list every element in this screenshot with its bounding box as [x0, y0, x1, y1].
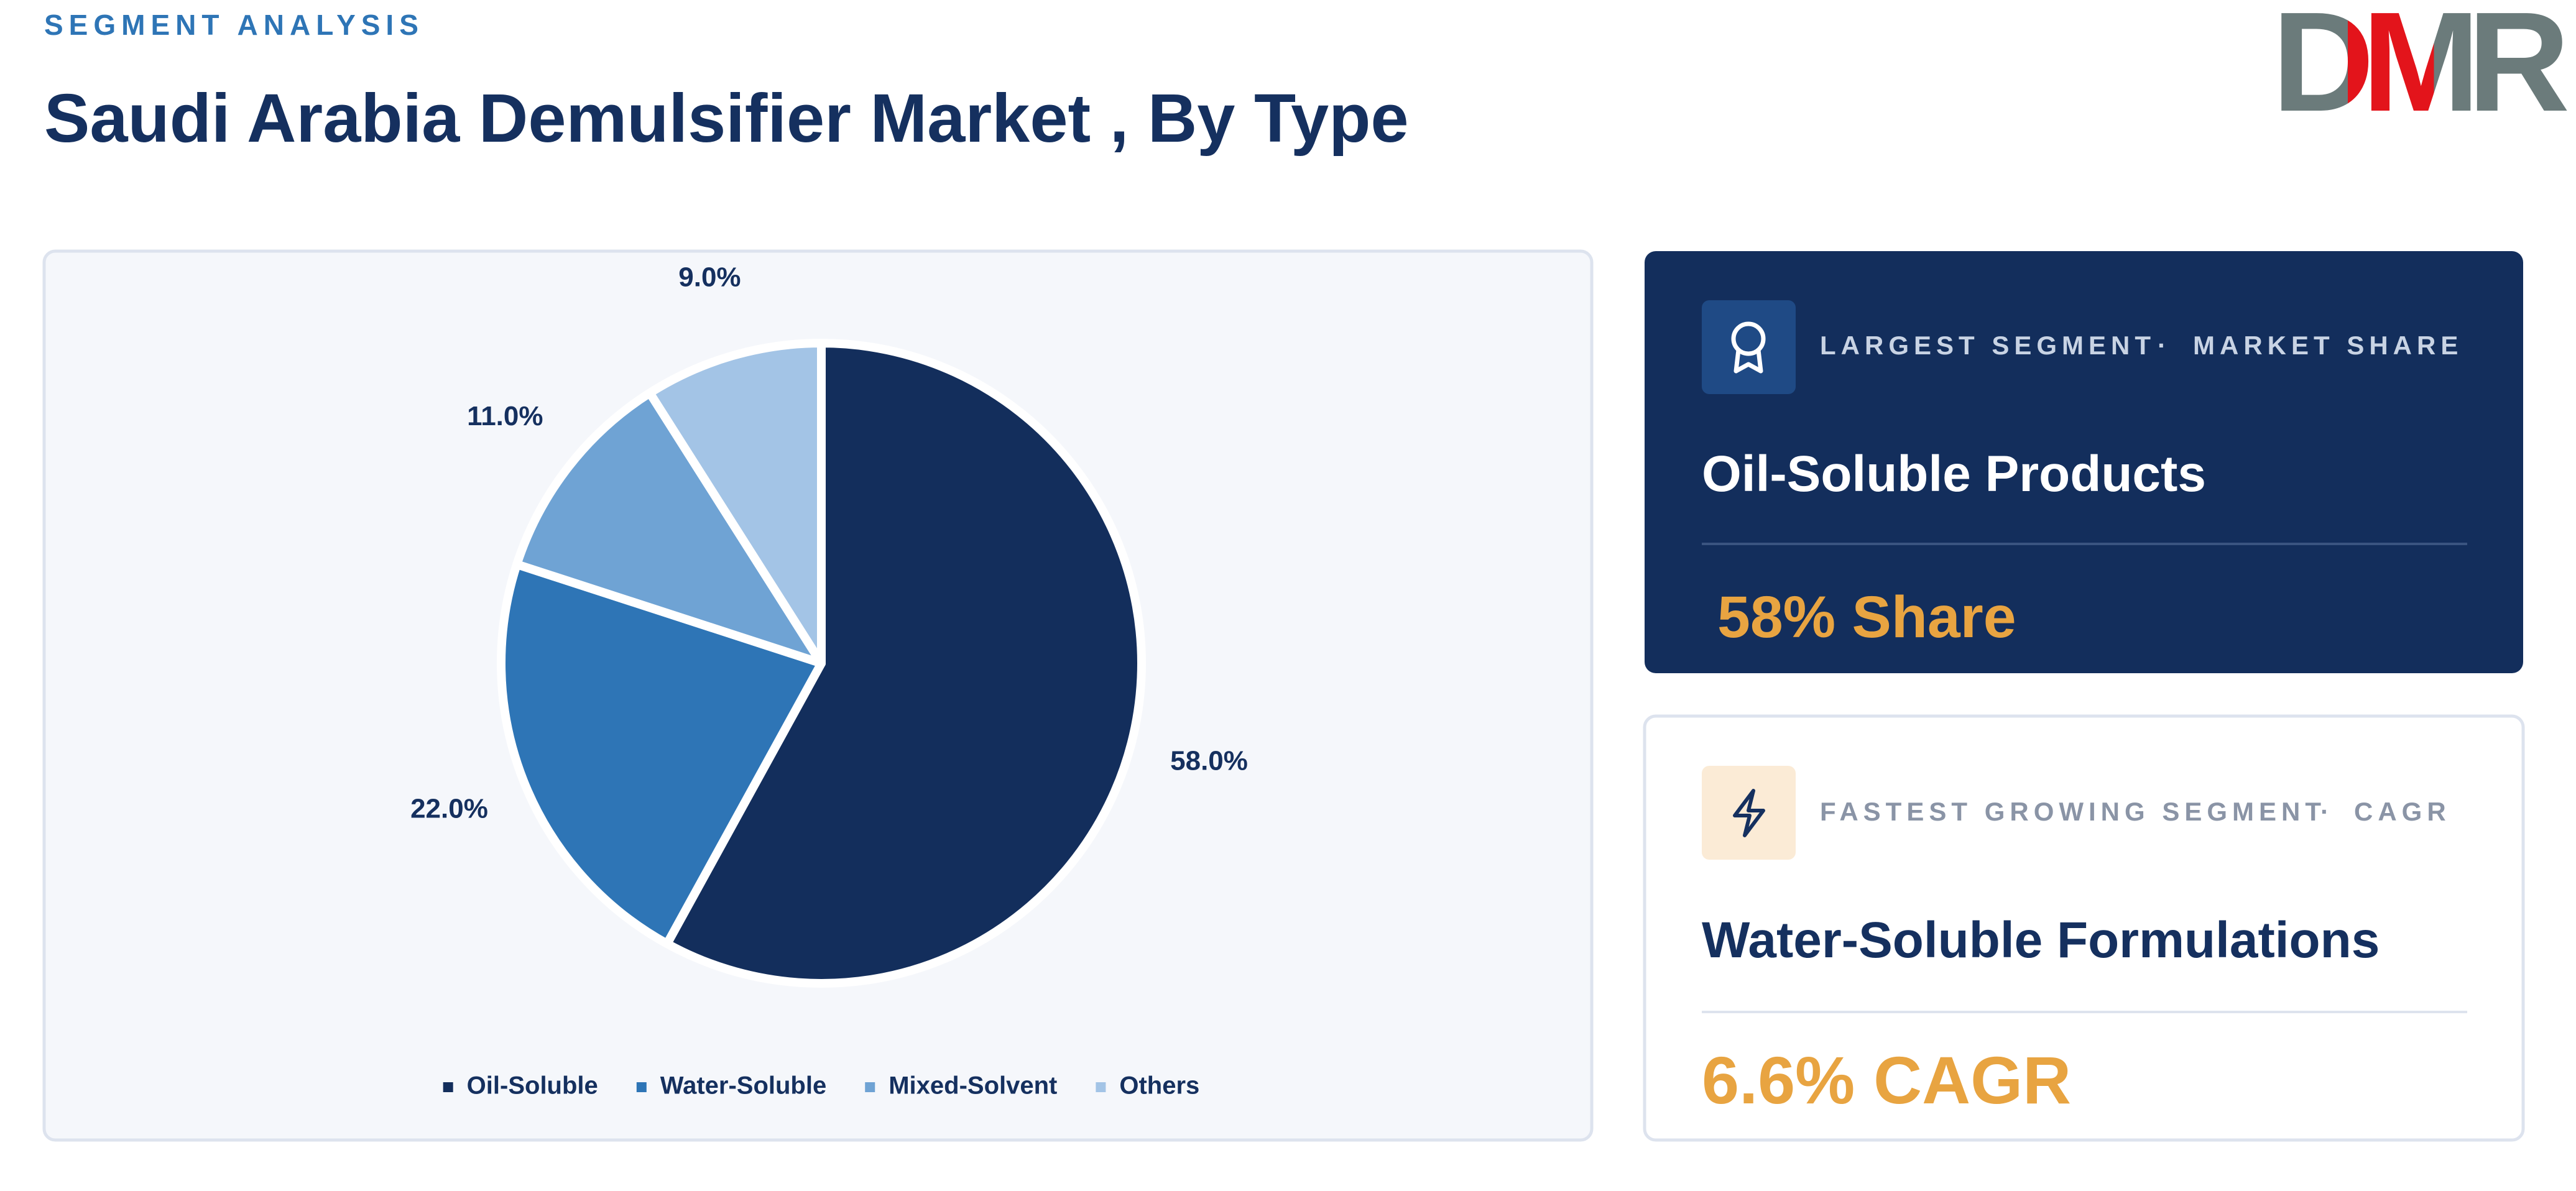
pie-slice: [512, 389, 826, 668]
card-metric: CAGR: [2354, 797, 2451, 826]
card-heading: Oil-Soluble Products: [1702, 446, 2206, 502]
legend-marker: [1096, 1082, 1106, 1092]
legend-label: Mixed-Solvent: [889, 1072, 1057, 1100]
pie-slice: [497, 559, 826, 949]
pie-chart: 58.0% 22.0% 11.0% 9.0% Oil-Soluble Water-Solu…: [410, 262, 1248, 1099]
legend-marker: [865, 1082, 875, 1092]
legend-label: Others: [1119, 1072, 1199, 1100]
card-value: 6.6% CAGR: [1702, 1042, 2071, 1118]
card-fastest: [1643, 714, 2525, 1142]
card-largest: [1645, 251, 2523, 673]
bolt-icon: [1733, 789, 1765, 837]
icon-box: [1702, 766, 1796, 860]
logo: DMR: [2272, 0, 2567, 141]
pie-slice: [662, 339, 1146, 988]
icon-box: [1702, 300, 1796, 394]
card-tag: FASTEST GROWING SEGMENT: [1820, 797, 2326, 826]
pie-slice: [645, 339, 826, 668]
award-icon: [1731, 321, 1766, 374]
page-title: Saudi Arabia Demulsifier Market , By Typ…: [44, 80, 1409, 157]
card-value: 58% Share: [1717, 584, 2016, 650]
card-tag: LARGEST SEGMENT: [1820, 331, 2156, 360]
card-metric: MARKET SHARE: [2193, 331, 2463, 360]
separator: ·: [2158, 331, 2166, 360]
legend-label: Water-Soluble: [660, 1072, 826, 1100]
data-label: 11.0%: [467, 401, 543, 431]
separator: ·: [2320, 797, 2329, 826]
legend-label: Oil-Soluble: [467, 1072, 598, 1100]
legend: Oil-Soluble Water-Soluble Mixed-Solvent Oth…: [443, 1072, 1199, 1100]
data-label: 22.0%: [410, 794, 488, 824]
legend-marker: [443, 1082, 453, 1092]
legend-marker: [636, 1082, 647, 1092]
data-label: 58.0%: [1170, 746, 1248, 776]
data-label: 9.0%: [678, 262, 741, 292]
kicker: SEGMENT ANALYSIS: [44, 9, 424, 41]
card-heading: Water-Soluble Formulations: [1702, 912, 2380, 968]
